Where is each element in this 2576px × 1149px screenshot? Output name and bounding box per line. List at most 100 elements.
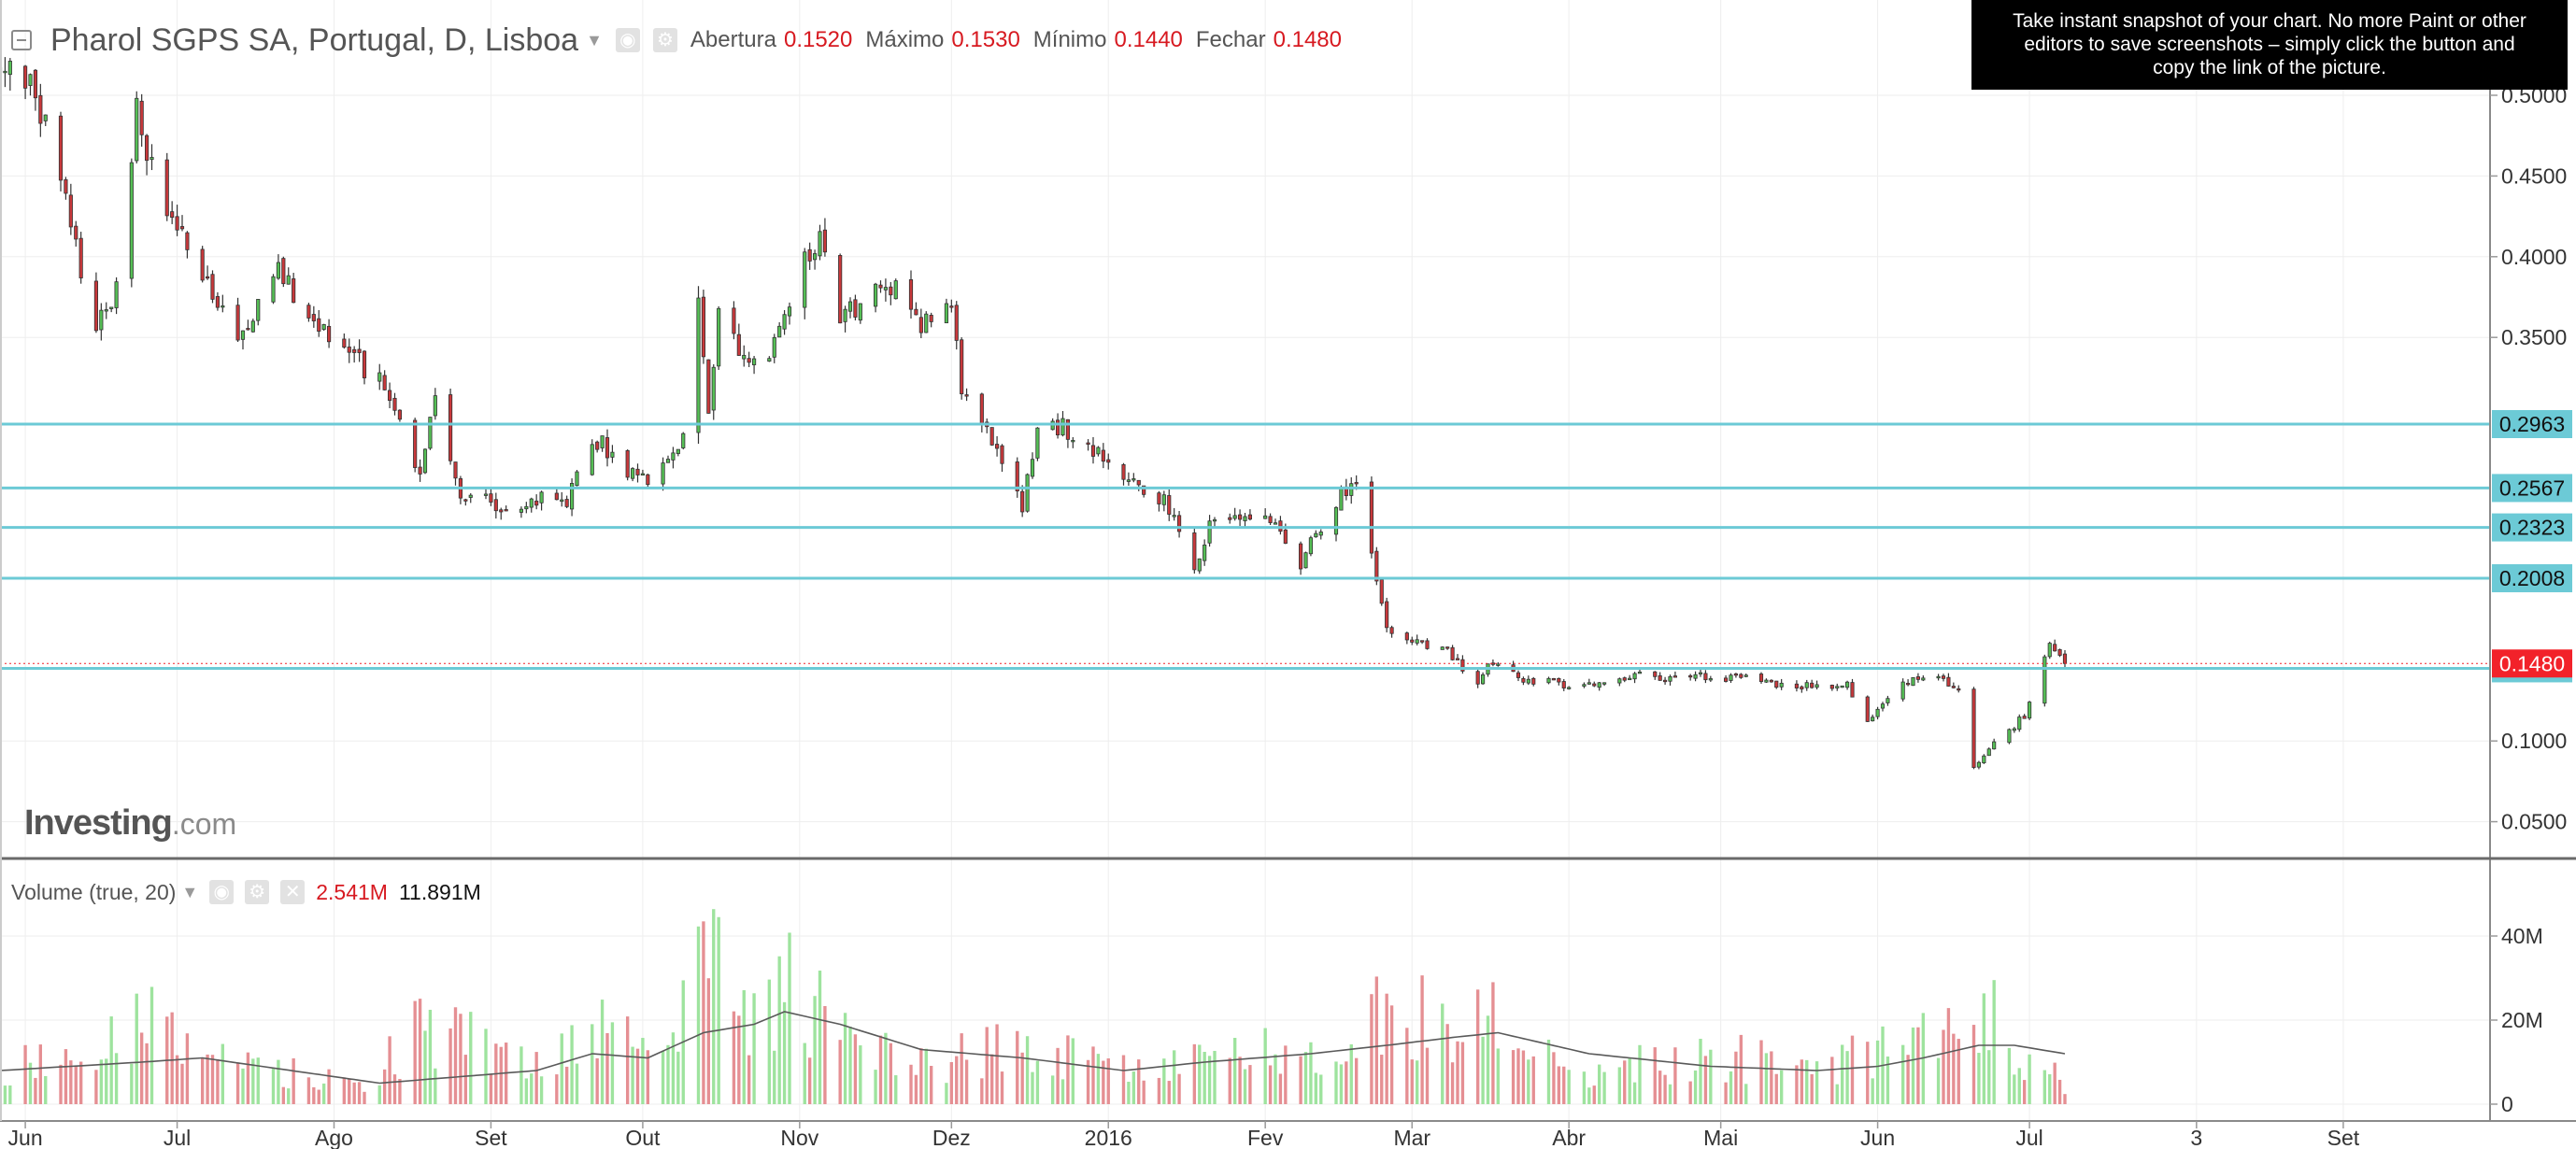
volume-bar [1982,993,1986,1104]
candle-body [1976,761,1981,768]
candle-body [23,65,28,89]
close-icon[interactable]: ✕ [280,880,306,904]
candle-body [1739,674,1743,678]
volume-bar [1511,1050,1516,1104]
candle-body [1628,677,1632,681]
candle-body [818,231,822,257]
candle-body [1526,678,1530,684]
volume-bar [1527,1059,1530,1104]
candle-body [1232,515,1237,519]
candle-body [1445,646,1450,649]
volume-bar [377,1085,381,1104]
candle-body [428,417,433,449]
candle-body [2053,644,2057,652]
candle-body [1653,671,1658,677]
candle-body [1921,677,1926,681]
candle-body [635,468,640,475]
instrument-title[interactable]: Pharol SGPS SA, Portugal, D, Lisboa [50,21,579,58]
candle-body [1056,419,1060,436]
volume-bar [1673,1047,1677,1104]
candle-body [1106,459,1111,463]
volume-bar [256,1057,260,1104]
volume-bar [661,1051,665,1104]
volume-bar [1066,1035,1070,1104]
candle-body [1071,439,1075,443]
candle-body [595,441,600,450]
candle-body [1698,672,1703,674]
candle-body [215,296,220,308]
candle-body [1283,529,1288,545]
volume-bar [564,1066,569,1104]
candle-body [1758,674,1764,682]
volume-bar [1815,1061,1819,1104]
x-tick-label: Jul [2015,1126,2042,1149]
volume-bar [1729,1071,1733,1104]
gear-icon[interactable]: ⚙ [652,28,677,52]
candle-body [1900,681,1905,700]
candle-body [1531,677,1536,685]
candle-body [1207,520,1212,544]
volume-bar [631,1046,634,1104]
volume-title[interactable]: Volume (true, 20) [11,879,177,904]
chevron-down-icon[interactable]: ▼ [586,30,603,50]
volume-bar [591,1024,594,1104]
candle-body [914,308,918,316]
volume-bar [702,921,705,1104]
candle-body [1354,482,1359,485]
volume-bar [1486,1015,1490,1104]
candle-body [908,279,914,310]
candle-body [1177,515,1182,532]
candle-body [1800,686,1804,690]
candle-body [605,437,610,459]
gear-icon[interactable]: ⚙ [245,880,270,904]
volume-bar [2048,1073,2052,1104]
volume-bar [149,986,154,1104]
volume-bar [878,1035,883,1104]
volume-bar [530,1073,534,1104]
candle-body [570,483,575,510]
volume-bar [1744,1084,1748,1104]
candle-body [129,162,134,279]
candle-body [1632,673,1637,680]
volume-bar [44,1075,48,1104]
candle-body [468,494,473,498]
candle-body [1587,682,1591,685]
volume-bar [135,993,138,1104]
volume-bar [1263,1028,1267,1104]
candle-body [1415,639,1419,644]
volume-bar [1764,1053,1769,1104]
volume-bar [94,1070,98,1104]
volume-bar [342,1077,347,1104]
volume-bar [221,1043,225,1104]
candle-body [1708,678,1713,681]
eye-icon[interactable]: ◉ [615,28,640,52]
chevron-down-icon[interactable]: ▼ [181,882,199,901]
candle-body [1136,479,1141,486]
volume-bar [109,1016,113,1104]
candle-body [1410,639,1415,643]
horizontal-levels[interactable] [0,422,2490,670]
candle-body [1369,481,1373,554]
candle-body [1333,506,1339,535]
candle-body [1481,674,1486,685]
volume-bar [74,1066,78,1104]
candle-body [1450,646,1455,660]
candle-body [1906,683,1911,686]
volume-bar [1653,1047,1657,1104]
volume-bar [1319,1074,1323,1104]
volume-bar [519,1046,523,1104]
volume-bar [1207,1056,1212,1104]
volume-bar [1000,1071,1004,1104]
eye-icon[interactable]: ◉ [209,880,235,904]
candle-body [1658,674,1662,681]
level-tag-label: 0.2963 [2499,412,2565,436]
volume-bar [246,1052,250,1104]
collapse-icon[interactable] [11,30,32,50]
volume-bar [469,1012,473,1104]
candle-body [1247,514,1252,520]
candle-body [1243,516,1247,521]
volume-bar [292,1057,295,1104]
candle-body [878,284,883,289]
volume-bar [874,1070,877,1104]
